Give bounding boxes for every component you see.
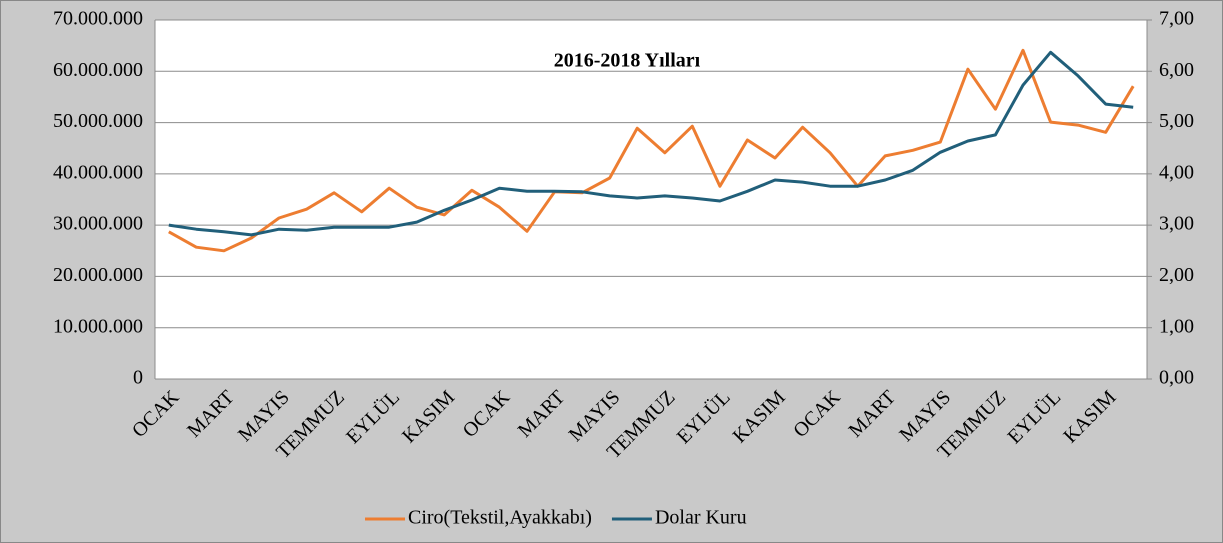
series-line [168,50,1134,237]
y2-tick-label: 2,00 [1159,264,1194,286]
y-tick-label: 60.000.000 [53,59,143,81]
chart-title: 2016-2018 Yılları [554,50,701,72]
y-tick-label: 50.000.000 [53,110,143,132]
y2-tick-label: 4,00 [1159,161,1194,183]
series-line [168,48,1135,253]
y-tick-label: 10.000.000 [53,315,143,337]
y2-tick-label: 3,00 [1159,213,1194,235]
y-tick-label: 70.000.000 [53,8,143,30]
y2-tick-label: 5,00 [1159,110,1194,132]
y-tick-label: 40.000.000 [53,161,143,183]
y-tick-label: 30.000.000 [53,213,143,235]
legend-label: Dolar Kuru [655,507,747,529]
y-tick-label: 20.000.000 [53,264,143,286]
y2-tick-label: 7,00 [1159,8,1194,30]
legend-label: Ciro(Tekstil,Ayakkabı) [408,507,592,529]
y2-tick-label: 1,00 [1159,315,1194,337]
y2-tick-label: 6,00 [1159,59,1194,81]
y2-tick-label: 0,00 [1159,367,1194,389]
plot-area [155,20,1147,379]
y-tick-label: 0 [133,367,143,389]
